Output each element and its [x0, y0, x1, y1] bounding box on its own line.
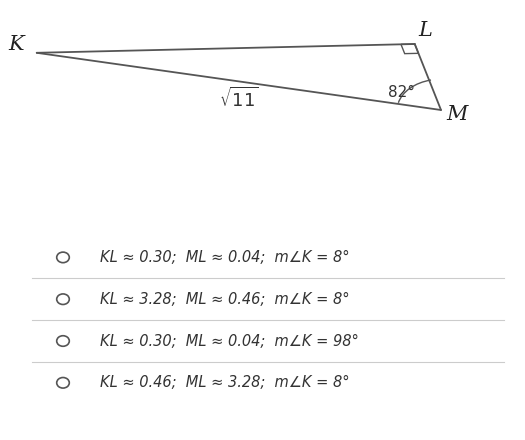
Text: $\sqrt{11}$: $\sqrt{11}$	[219, 87, 259, 111]
Text: M: M	[446, 105, 467, 124]
Text: KL ≈ 0.46;  ML ≈ 3.28;  m∠K = 8°: KL ≈ 0.46; ML ≈ 3.28; m∠K = 8°	[100, 375, 349, 390]
Text: K: K	[8, 34, 24, 54]
Text: 82°: 82°	[388, 85, 415, 100]
Text: KL ≈ 0.30;  ML ≈ 0.04;  m∠K = 8°: KL ≈ 0.30; ML ≈ 0.04; m∠K = 8°	[100, 250, 349, 265]
Text: KL ≈ 0.30;  ML ≈ 0.04;  m∠K = 98°: KL ≈ 0.30; ML ≈ 0.04; m∠K = 98°	[100, 334, 359, 348]
Text: L: L	[418, 21, 432, 40]
Text: KL ≈ 3.28;  ML ≈ 0.46;  m∠K = 8°: KL ≈ 3.28; ML ≈ 0.46; m∠K = 8°	[100, 292, 349, 307]
